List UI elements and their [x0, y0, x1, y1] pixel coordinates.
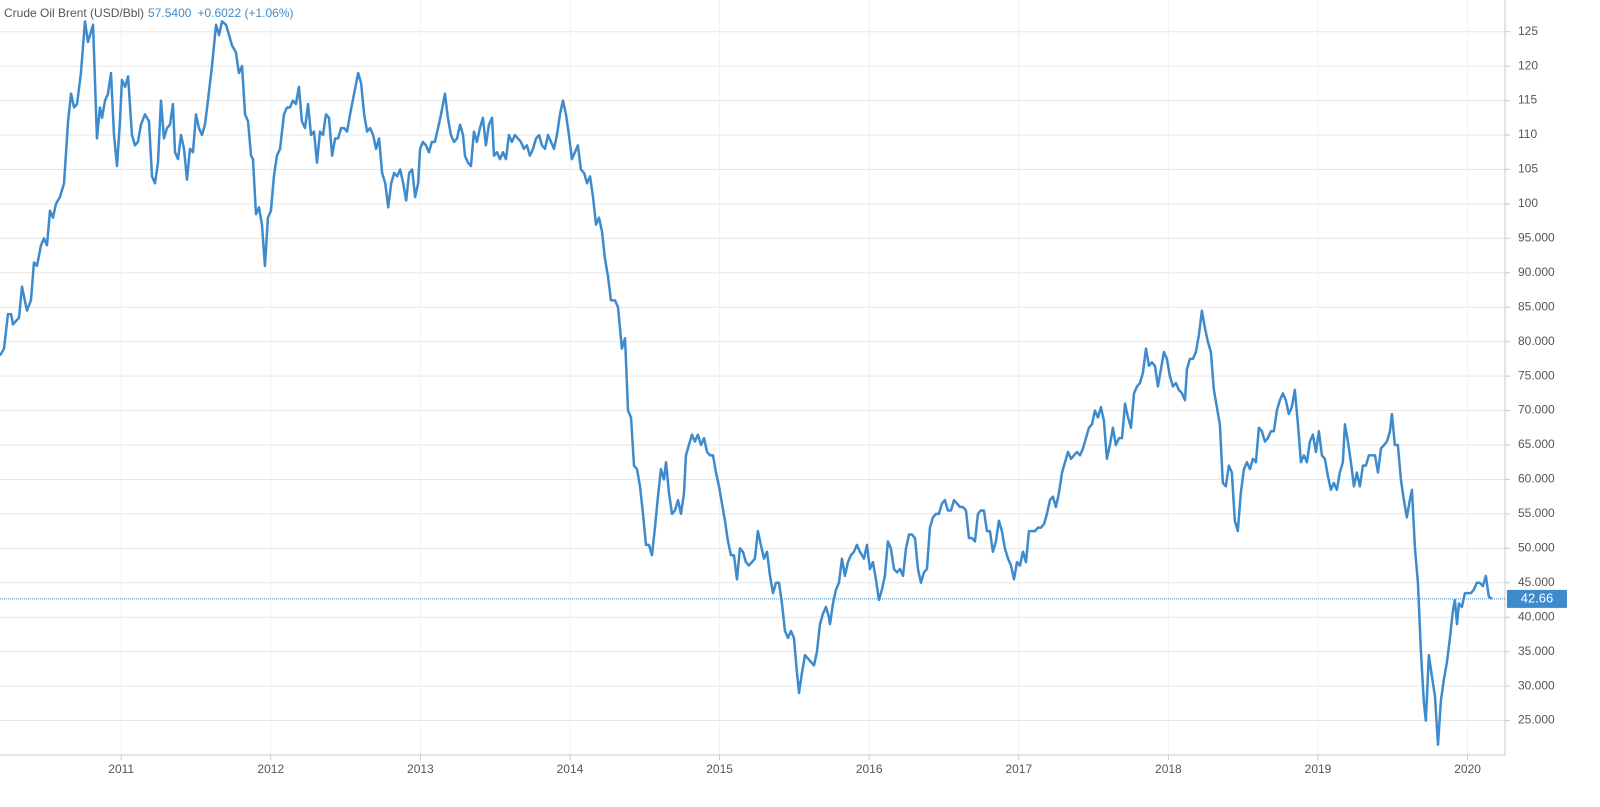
header-price: 57.5400 [148, 6, 192, 20]
y-tick-label: 45.000 [1518, 575, 1555, 589]
x-tick-label: 2017 [1005, 762, 1032, 776]
y-tick-label: 80.000 [1518, 334, 1555, 348]
x-tick-label: 2015 [706, 762, 733, 776]
chart-header: Crude Oil Brent (USD/Bbl) 57.5400 +0.6022 … [4, 6, 294, 20]
y-tick-label: 50.000 [1518, 541, 1555, 555]
y-tick-label: 25.000 [1518, 713, 1555, 727]
y-tick-label: 65.000 [1518, 437, 1555, 451]
y-tick-label: 90.000 [1518, 265, 1555, 279]
y-tick-label: 100 [1518, 196, 1538, 210]
y-tick-label: 85.000 [1518, 299, 1555, 313]
chart-title: Crude Oil Brent (USD/Bbl) [4, 6, 144, 20]
x-tick-label: 2020 [1454, 762, 1481, 776]
x-tick-label: 2019 [1305, 762, 1332, 776]
x-tick-label: 2018 [1155, 762, 1182, 776]
x-tick-label: 2014 [557, 762, 584, 776]
header-change: +0.6022 (+1.06%) [197, 6, 293, 20]
y-tick-label: 35.000 [1518, 644, 1555, 658]
y-tick-label: 95.000 [1518, 231, 1555, 245]
y-tick-label: 75.000 [1518, 368, 1555, 382]
y-tick-label: 40.000 [1518, 609, 1555, 623]
y-tick-label: 30.000 [1518, 678, 1555, 692]
y-tick-label: 120 [1518, 58, 1538, 72]
x-tick-label: 2012 [257, 762, 284, 776]
x-tick-label: 2011 [108, 762, 134, 776]
y-tick-label: 70.000 [1518, 403, 1555, 417]
y-tick-label: 110 [1518, 127, 1537, 141]
marks [0, 20, 1505, 746]
y-tick-label: 105 [1518, 162, 1538, 176]
x-tick-label: 2013 [407, 762, 434, 776]
y-tick-label: 55.000 [1518, 506, 1555, 520]
x-tick-label: 2016 [856, 762, 883, 776]
current-price-box [1507, 589, 1567, 608]
current-price-label: 42.66 [1521, 590, 1554, 605]
price-line [0, 20, 1493, 746]
y-tick-label: 125 [1518, 24, 1538, 38]
grid [0, 0, 1505, 755]
y-tick-label: 115 [1518, 93, 1537, 107]
y-tick-label: 60.000 [1518, 472, 1555, 486]
